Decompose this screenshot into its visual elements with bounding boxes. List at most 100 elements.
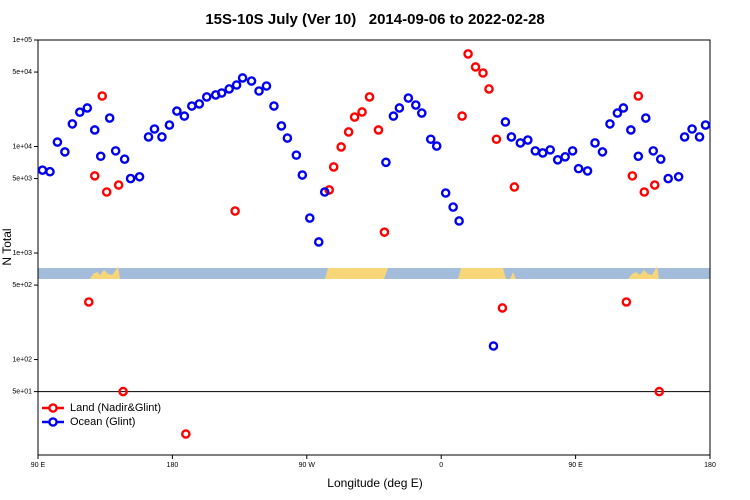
point	[134, 171, 145, 182]
point	[201, 92, 212, 102]
point	[573, 163, 584, 174]
point	[403, 93, 414, 103]
y-tick-label: 5e+03	[12, 175, 32, 182]
point	[164, 120, 175, 130]
point	[488, 341, 499, 351]
point	[537, 148, 548, 158]
point	[649, 180, 660, 190]
legend-label: Land (Nadir&Glint)	[70, 402, 161, 414]
point	[552, 155, 563, 165]
point	[545, 145, 556, 155]
point	[679, 132, 690, 142]
point	[654, 386, 665, 397]
point	[97, 91, 108, 101]
point	[343, 127, 354, 137]
point	[67, 119, 78, 129]
point	[230, 206, 240, 216]
point	[381, 157, 391, 168]
point	[523, 135, 533, 145]
point	[605, 119, 615, 129]
point	[172, 106, 182, 116]
point	[560, 152, 570, 162]
point	[328, 162, 339, 172]
point	[506, 132, 517, 142]
point	[416, 108, 427, 118]
point	[364, 92, 375, 102]
plot-frame	[37, 39, 711, 456]
point	[627, 171, 638, 181]
point	[254, 86, 264, 96]
point	[687, 124, 697, 134]
y-tick-label: 1e+05	[12, 37, 32, 44]
point	[246, 76, 257, 86]
point	[484, 84, 494, 94]
point	[143, 132, 154, 142]
point	[648, 146, 659, 156]
point	[612, 108, 623, 118]
point	[313, 237, 324, 247]
point	[633, 91, 644, 101]
point	[52, 137, 63, 147]
point	[45, 166, 55, 177]
point	[95, 151, 106, 162]
point	[497, 303, 508, 313]
point	[83, 297, 94, 307]
point	[181, 429, 191, 439]
point	[388, 111, 399, 121]
point	[425, 134, 436, 145]
point	[478, 68, 488, 78]
point	[157, 132, 167, 142]
point	[454, 216, 464, 226]
y-tick-label: 5e+01	[12, 388, 32, 395]
point	[639, 187, 650, 197]
point	[89, 171, 100, 181]
point	[216, 88, 227, 98]
point	[626, 125, 636, 135]
x-tick-label: 90 W	[299, 462, 316, 469]
point	[224, 84, 234, 94]
chart-title: 15S-10S July (Ver 10) 2014-09-06 to 2022…	[205, 11, 544, 28]
point	[530, 146, 541, 156]
point	[319, 187, 330, 197]
point	[394, 103, 405, 113]
point	[282, 133, 293, 143]
x-tick-label: 180	[167, 462, 179, 469]
point	[104, 113, 115, 123]
point	[101, 187, 112, 197]
legend-marker	[48, 417, 58, 427]
point	[457, 111, 467, 121]
y-tick-label: 5e+04	[12, 69, 32, 76]
point	[269, 101, 279, 111]
point	[463, 49, 473, 59]
x-axis-label: Longitude (deg E)	[327, 476, 422, 490]
x-tick-label: 0	[439, 462, 443, 469]
y-tick-label: 5e+02	[12, 282, 32, 289]
point	[304, 213, 315, 223]
point	[60, 147, 70, 157]
point	[297, 170, 308, 180]
point	[500, 117, 511, 127]
point	[431, 141, 442, 151]
point	[75, 107, 85, 117]
point	[113, 180, 124, 190]
point	[694, 132, 705, 142]
legend-marker	[48, 403, 58, 413]
point	[187, 101, 197, 111]
y-tick-label: 1e+03	[12, 250, 32, 257]
point	[231, 80, 242, 90]
point	[379, 227, 390, 237]
point	[655, 154, 666, 165]
point	[448, 202, 458, 212]
point	[89, 125, 100, 135]
point	[673, 171, 684, 182]
point	[640, 113, 651, 123]
legend-label: Ocean (Glint)	[70, 416, 135, 428]
land-strip	[38, 266, 710, 279]
point	[82, 103, 93, 113]
point	[118, 386, 128, 397]
y-axis-label: N Total	[0, 228, 14, 265]
point	[194, 99, 205, 109]
point	[411, 100, 421, 110]
point	[597, 147, 608, 157]
point	[621, 297, 632, 307]
